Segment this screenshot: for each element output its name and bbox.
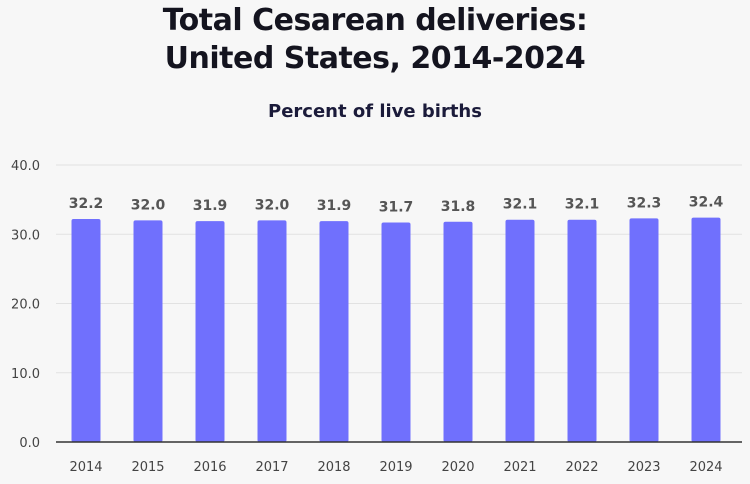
data-label: 31.9 <box>193 198 228 214</box>
data-label: 31.9 <box>317 198 352 214</box>
y-tick-label: 20.0 <box>11 298 40 313</box>
data-label: 31.8 <box>441 199 476 215</box>
bar <box>505 219 535 442</box>
x-tick-label: 2021 <box>503 460 536 475</box>
x-tick-label: 2015 <box>131 460 164 475</box>
x-tick-label: 2024 <box>689 460 722 475</box>
bar <box>567 219 597 442</box>
bar <box>71 219 101 442</box>
data-label: 32.3 <box>627 195 662 211</box>
bar <box>443 221 473 442</box>
data-label: 32.0 <box>255 197 290 213</box>
x-tick-label: 2017 <box>255 460 288 475</box>
data-label: 32.1 <box>565 197 600 213</box>
x-tick-label: 2020 <box>441 460 474 475</box>
y-tick-label: 0.0 <box>19 436 40 451</box>
bar <box>691 217 721 442</box>
bar <box>381 222 411 442</box>
x-tick-label: 2022 <box>565 460 598 475</box>
data-label: 32.2 <box>69 196 104 212</box>
data-label: 32.4 <box>689 195 724 211</box>
data-label: 32.0 <box>131 197 166 213</box>
x-tick-label: 2014 <box>69 460 102 475</box>
bar <box>195 221 225 442</box>
y-tick-label: 30.0 <box>11 228 40 243</box>
x-tick-label: 2023 <box>627 460 660 475</box>
x-tick-label: 2019 <box>379 460 412 475</box>
y-tick-label: 40.0 <box>11 159 40 174</box>
title-line-1: Total Cesarean deliveries: <box>162 3 588 38</box>
data-label: 31.7 <box>379 199 414 215</box>
x-tick-label: 2016 <box>193 460 226 475</box>
title-line-2: United States, 2014-2024 <box>164 41 586 76</box>
chart-title: Total Cesarean deliveries: United States… <box>0 2 750 78</box>
bar <box>319 221 349 442</box>
bar <box>629 218 659 442</box>
chart-subtitle: Percent of live births <box>268 101 482 122</box>
y-tick-label: 10.0 <box>11 367 40 382</box>
data-label: 32.1 <box>503 197 538 213</box>
bar <box>133 220 163 442</box>
x-tick-label: 2018 <box>317 460 350 475</box>
bar <box>257 220 287 442</box>
